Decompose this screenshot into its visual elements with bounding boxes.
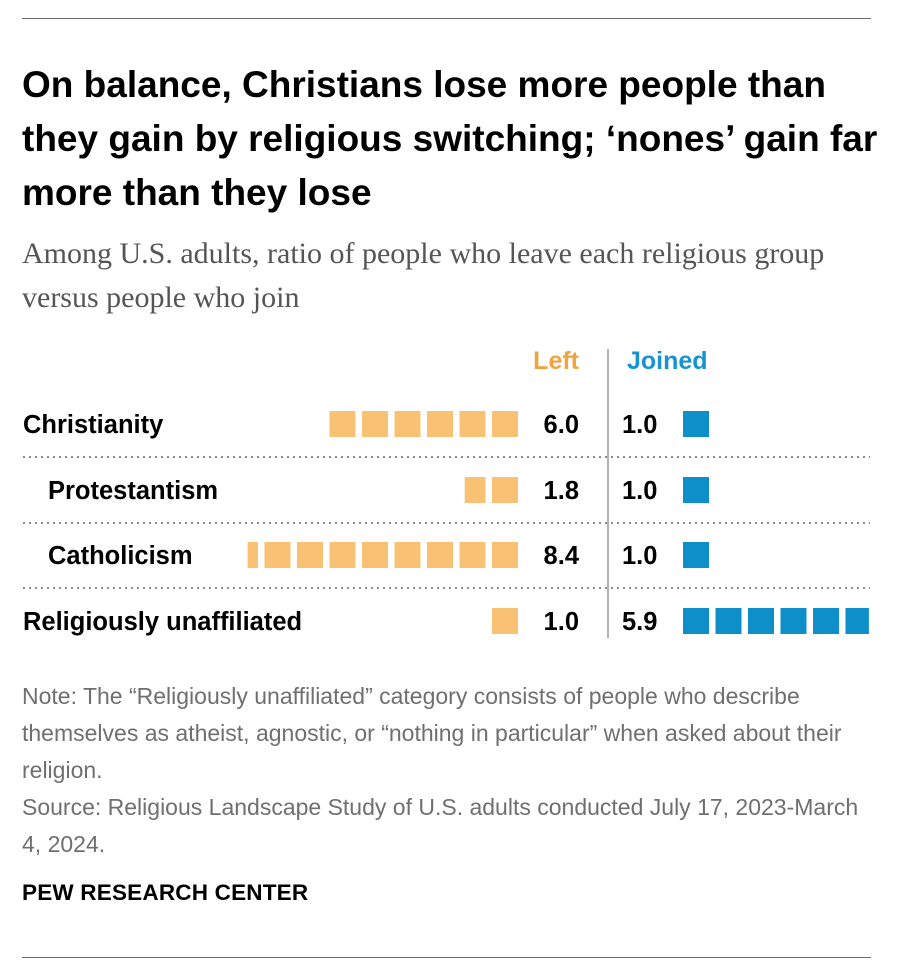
left-value-religiously-unaffiliated: 1.0 <box>544 608 579 636</box>
left-bar-catholicism-unit-4 <box>394 542 421 568</box>
bottom-rule <box>22 957 871 958</box>
left-bar-protestantism-unit-1 <box>492 477 518 503</box>
joined-value-religiously-unaffiliated: 5.9 <box>622 608 657 636</box>
chart-source: Source: Religious Landscape Study of U.S… <box>22 794 859 857</box>
joined-bar-christianity-unit-1 <box>683 411 709 437</box>
category-label-catholicism: Catholicism <box>48 542 193 570</box>
left-bar-catholicism-unit-2 <box>459 542 486 568</box>
left-bar-catholicism-unit-6 <box>329 542 356 568</box>
left-bar-religiously-unaffiliated-unit-1 <box>492 608 518 634</box>
left-bar-catholicism-unit-8 <box>264 542 291 568</box>
joined-bar-religiously-unaffiliated-unit-3 <box>748 608 774 634</box>
organization-label: PEW RESEARCH CENTER <box>22 880 309 905</box>
chart-rows: Christianity 6.0 1.0 Protestantism 1.8 1.0 Cat… <box>23 411 870 636</box>
left-bar-christianity-unit-1 <box>492 411 518 437</box>
left-bar-christianity-unit-3 <box>427 411 453 437</box>
left-bar-protestantism-partial <box>464 477 486 503</box>
left-bar-catholicism-unit-5 <box>362 542 388 568</box>
left-bar-catholicism-unit-3 <box>427 542 453 568</box>
left-value-protestantism: 1.8 <box>544 477 579 505</box>
left-bar-catholicism-unit-1 <box>492 542 518 568</box>
category-label-christianity: Christianity <box>23 411 164 439</box>
chart-title: On balance, Christians lose more people … <box>22 64 878 213</box>
joined-bar-catholicism-unit-1 <box>683 542 709 568</box>
category-label-protestantism: Protestantism <box>48 477 218 505</box>
left-bar-christianity-unit-5 <box>362 411 388 437</box>
joined-value-christianity: 1.0 <box>622 411 657 439</box>
left-value-christianity: 6.0 <box>544 411 579 439</box>
left-value-catholicism: 8.4 <box>544 542 580 570</box>
joined-value-protestantism: 1.0 <box>622 477 657 505</box>
joined-bar-religiously-unaffiliated-unit-1 <box>683 608 709 634</box>
joined-value-catholicism: 1.0 <box>622 542 657 570</box>
chart-subtitle: Among U.S. adults, ratio of people who l… <box>22 237 825 314</box>
left-bar-christianity-unit-2 <box>459 411 486 437</box>
joined-bar-religiously-unaffiliated-unit-5 <box>813 608 839 634</box>
top-rule <box>22 18 871 19</box>
left-bar-catholicism-unit-7 <box>297 542 323 568</box>
chart-area: Left Joined Christianity 6.0 1.0 Protestant… <box>23 347 870 638</box>
joined-bar-protestantism-unit-1 <box>683 477 709 503</box>
legend-joined: Joined <box>627 347 708 375</box>
left-bar-christianity-unit-6 <box>329 411 356 437</box>
joined-bar-religiously-unaffiliated-partial <box>845 608 869 634</box>
left-bar-catholicism-partial <box>247 542 258 568</box>
category-label-religiously-unaffiliated: Religiously unaffiliated <box>23 608 302 636</box>
chart-note: Note: The “Religiously unaffiliated” cat… <box>22 683 842 783</box>
left-bar-christianity-unit-4 <box>394 411 421 437</box>
joined-bar-religiously-unaffiliated-unit-2 <box>715 608 742 634</box>
joined-bar-religiously-unaffiliated-unit-4 <box>780 608 807 634</box>
legend-left: Left <box>533 347 580 375</box>
legend: Left Joined <box>533 347 707 375</box>
